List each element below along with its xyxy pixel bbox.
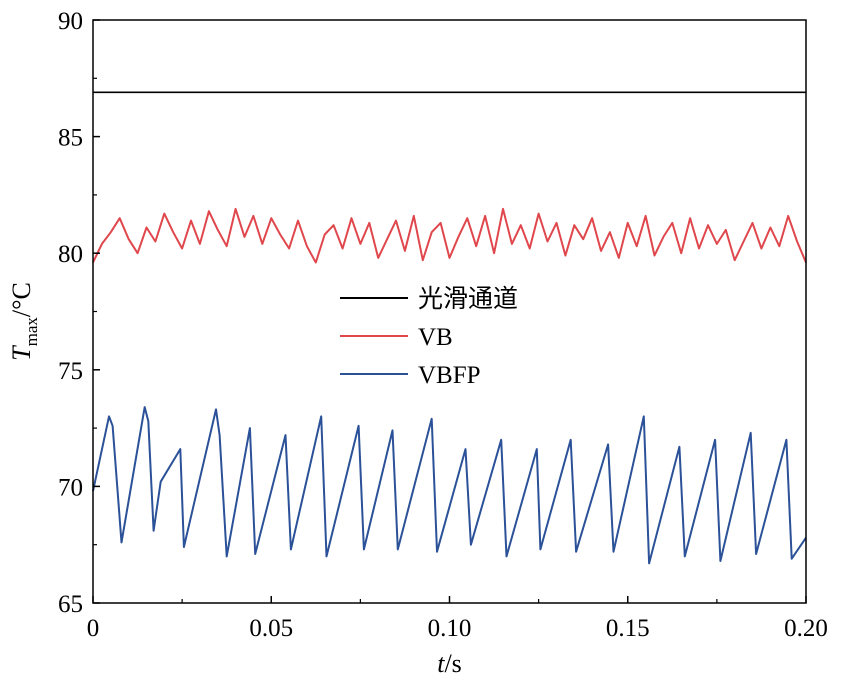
x-tick-label: 0.10 <box>428 615 472 642</box>
y-axis-variable: T <box>7 345 36 361</box>
y-axis-unit: /°C <box>7 282 36 317</box>
x-tick-label: 0.20 <box>784 615 828 642</box>
x-axis-variable: t <box>437 649 445 678</box>
y-tick-label: 70 <box>58 474 83 501</box>
series-line-2 <box>92 207 807 264</box>
x-axis-unit: /s <box>444 649 461 678</box>
series-layer <box>92 91 807 565</box>
x-tick-label: 0.05 <box>249 615 293 642</box>
series-line-3 <box>92 406 807 565</box>
legend-label-3: VBFP <box>418 362 481 389</box>
ticks-layer: 0 0.05 0.10 0.15 0.20 65 70 75 80 85 90 <box>58 8 828 642</box>
y-tick-label: 85 <box>58 125 83 152</box>
y-axis-title: Tmax/°C <box>7 282 41 361</box>
y-tick-label: 80 <box>58 241 83 268</box>
legend: 光滑通道 VB VBFP <box>340 285 518 389</box>
legend-label-2: VB <box>418 324 453 351</box>
y-axis-subscript: max <box>22 317 41 347</box>
legend-label-1: 光滑通道 <box>418 285 518 313</box>
x-tick-label: 0 <box>87 615 100 642</box>
y-tick-label: 90 <box>58 8 83 35</box>
x-tick-label: 0.15 <box>606 615 650 642</box>
y-tick-label: 65 <box>58 591 83 618</box>
x-axis-title: t/s <box>437 649 462 678</box>
y-tick-label: 75 <box>58 358 83 385</box>
